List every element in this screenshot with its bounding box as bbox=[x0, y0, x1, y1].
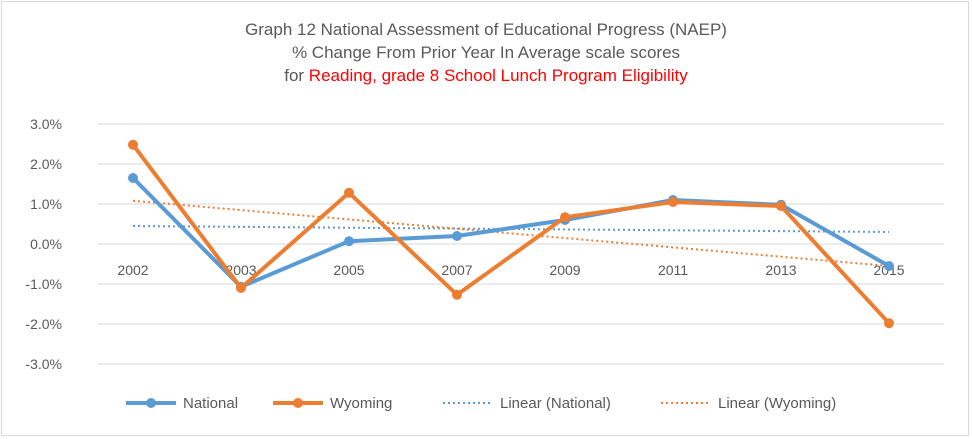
data-point bbox=[128, 173, 138, 183]
y-tick-label: -2.0% bbox=[25, 316, 62, 332]
x-tick-label: 2002 bbox=[117, 262, 148, 278]
x-tick-label: 2003 bbox=[225, 262, 256, 278]
x-tick-label: 2011 bbox=[658, 262, 688, 278]
x-tick-label: 2009 bbox=[549, 262, 580, 278]
legend-label: Wyoming bbox=[330, 395, 392, 412]
data-point bbox=[884, 318, 894, 329]
y-tick-label: -3.0% bbox=[25, 356, 62, 372]
title-line-1: Graph 12 National Assessment of Educatio… bbox=[245, 20, 727, 39]
trendline bbox=[132, 225, 890, 233]
trendline bbox=[132, 199, 890, 267]
legend-label: National bbox=[183, 395, 238, 412]
series-line bbox=[131, 143, 891, 325]
data-point bbox=[452, 289, 462, 300]
data-point bbox=[560, 212, 570, 223]
y-tick-label: 0.0% bbox=[30, 236, 62, 252]
x-tick-label: 2013 bbox=[765, 262, 796, 278]
data-point bbox=[344, 236, 354, 247]
x-tick-label: 2007 bbox=[441, 262, 472, 278]
legend-marker bbox=[146, 398, 156, 408]
y-tick-label: 3.0% bbox=[30, 116, 62, 132]
data-point bbox=[128, 139, 138, 150]
x-tick-label: 2005 bbox=[333, 262, 364, 278]
data-point bbox=[452, 231, 462, 241]
legend-label: Linear (Wyoming) bbox=[718, 395, 836, 412]
title-line-3: for Reading, grade 8 School Lunch Progra… bbox=[0, 64, 972, 87]
legend-label: Linear (National) bbox=[500, 395, 611, 412]
data-point bbox=[776, 201, 786, 211]
y-tick-label: 1.0% bbox=[30, 196, 62, 212]
title-highlight: Reading, grade 8 School Lunch Program El… bbox=[308, 66, 688, 85]
data-point bbox=[344, 187, 354, 198]
chart-title: Graph 12 National Assessment of Educatio… bbox=[0, 18, 972, 87]
legend-marker bbox=[293, 398, 303, 408]
y-tick-label: -1.0% bbox=[25, 276, 62, 292]
data-point bbox=[236, 283, 246, 293]
title-line-2: % Change From Prior Year In Average scal… bbox=[291, 43, 681, 62]
data-point bbox=[668, 197, 678, 207]
title-line-3-prefix: for bbox=[284, 66, 309, 85]
data-point bbox=[884, 261, 894, 271]
y-tick-label: 2.0% bbox=[30, 156, 62, 172]
